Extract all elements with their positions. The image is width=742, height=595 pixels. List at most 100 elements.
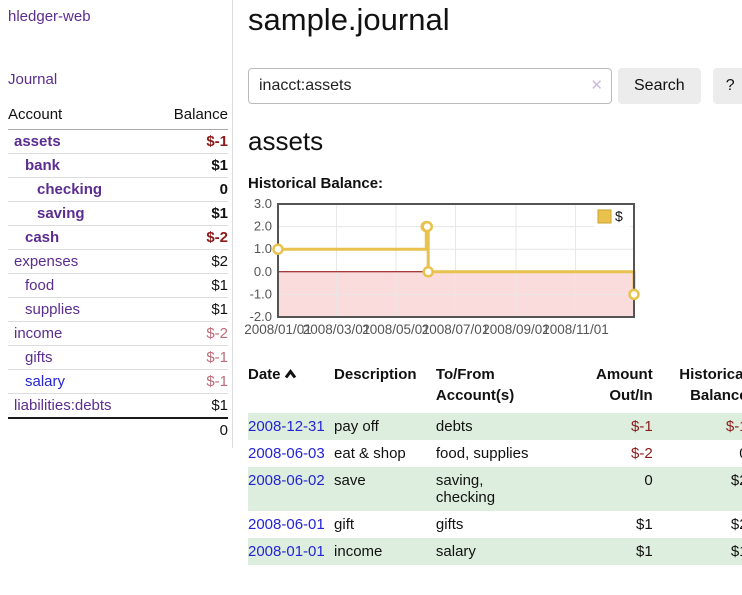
account-link-bank[interactable]: bank <box>25 157 61 174</box>
transaction-balance: $2 <box>730 516 742 534</box>
accounts-total-row: 0 <box>8 417 228 442</box>
account-link-expenses[interactable]: expenses <box>14 253 79 270</box>
transaction-date-link[interactable]: 2008-01-01 <box>248 543 325 561</box>
transaction-amount: 0 <box>644 472 653 490</box>
clear-search-icon[interactable]: ✕ <box>590 76 603 94</box>
account-row: income $-2 <box>8 321 228 346</box>
transaction-accounts: saving, checking <box>435 472 496 507</box>
account-row: gifts $-1 <box>8 345 228 370</box>
account-link-food[interactable]: food <box>25 277 55 294</box>
account-balance: $1 <box>152 201 228 226</box>
account-column-header: Account <box>8 102 153 130</box>
amount-column-header: Amount Out/In <box>596 365 653 405</box>
svg-text:1.0: 1.0 <box>254 241 272 256</box>
transaction-balance: $2 <box>730 472 742 490</box>
description-column-header: Description <box>334 365 417 383</box>
tofrom-column-header: To/From Account(s) <box>435 365 515 405</box>
svg-text:2008/09/01: 2008/09/01 <box>482 322 550 337</box>
register-row[interactable]: 2008-12-31 pay off debts $-1 $-1 <box>248 413 742 441</box>
account-link-saving[interactable]: saving <box>37 205 85 222</box>
svg-text:2008/11/01: 2008/11/01 <box>542 322 609 337</box>
transaction-date-link[interactable]: 2008-06-01 <box>248 516 325 534</box>
account-balance: $-2 <box>152 225 228 250</box>
account-balance: $-2 <box>152 321 228 346</box>
account-balance: $2 <box>152 249 228 274</box>
account-row: supplies $1 <box>8 297 228 322</box>
transaction-amount: $1 <box>636 543 653 561</box>
account-row: liabilities:debts $1 <box>8 393 228 418</box>
historical-balance-chart: $3.0 2.0 1.0 0.0 -1.0 -2.02008/01/012008/03/0… <box>244 196 640 337</box>
svg-text:2008/03/01: 2008/03/01 <box>303 322 371 337</box>
account-balance-table: Account Balance assets $-1 bank $1 check… <box>8 102 228 442</box>
account-link-supplies[interactable]: supplies <box>25 301 81 318</box>
balance-column-header: Historical Balance <box>679 365 742 405</box>
account-link-gifts[interactable]: gifts <box>25 349 53 366</box>
transaction-balance: $1 <box>730 543 742 561</box>
svg-text:3.0: 3.0 <box>254 196 272 211</box>
account-balance: $1 <box>152 153 228 178</box>
account-row: assets $-1 <box>8 130 228 154</box>
account-balance: $1 <box>152 273 228 298</box>
brand-link[interactable]: hledger-web <box>8 8 91 25</box>
account-balance: $-1 <box>152 345 228 370</box>
transaction-accounts: gifts <box>435 516 464 534</box>
svg-text:2008/05/01: 2008/05/01 <box>362 322 430 337</box>
account-link-income[interactable]: income <box>14 325 63 342</box>
transaction-description: save <box>334 472 366 490</box>
svg-text:0.0: 0.0 <box>254 263 272 278</box>
transaction-description: eat & shop <box>334 445 406 463</box>
search-button[interactable]: Search <box>618 67 701 104</box>
account-link-salary[interactable]: salary <box>25 373 66 390</box>
transaction-amount: $-1 <box>631 418 653 436</box>
transaction-date-link[interactable]: 2008-06-03 <box>248 445 325 463</box>
help-button[interactable]: ? <box>712 67 742 104</box>
account-row: food $1 <box>8 273 228 298</box>
svg-text:2.0: 2.0 <box>254 218 272 233</box>
date-column-header[interactable]: Date <box>248 362 334 414</box>
account-balance: $-1 <box>206 133 228 150</box>
main-content: sample.journal ✕ Search ? assets Histori… <box>233 0 742 595</box>
account-link-liabilities-debts[interactable]: liabilities:debts <box>14 397 112 414</box>
svg-text:2008/01/01: 2008/01/01 <box>244 322 312 337</box>
account-row: cash $-2 <box>8 225 228 250</box>
register-table: Date Description To/From Account(s) Amoun… <box>248 362 742 566</box>
register-row[interactable]: 2008-06-02 save saving, checking 0 $2 <box>248 467 742 512</box>
chart-title: Historical Balance: <box>248 174 384 192</box>
register-header-row: Date Description To/From Account(s) Amoun… <box>248 362 742 414</box>
search-input[interactable] <box>248 67 612 104</box>
transaction-date-link[interactable]: 2008-12-31 <box>248 418 325 436</box>
transaction-date-link[interactable]: 2008-06-02 <box>248 472 325 490</box>
transaction-description: pay off <box>334 418 379 436</box>
account-link-checking[interactable]: checking <box>37 181 103 198</box>
account-row: bank $1 <box>8 153 228 178</box>
account-row: checking 0 <box>8 177 228 202</box>
transaction-balance: $-1 <box>725 418 742 436</box>
transaction-description: gift <box>334 516 355 534</box>
account-table-header: Account Balance <box>8 102 228 130</box>
register-row[interactable]: 2008-01-01 income salary $1 $1 <box>248 538 742 566</box>
register-row[interactable]: 2008-06-01 gift gifts $1 $2 <box>248 511 742 538</box>
account-balance: $1 <box>152 297 228 322</box>
transaction-balance: 0 <box>653 440 742 467</box>
register-row[interactable]: 2008-06-03 eat & shop food, supplies $-2… <box>248 440 742 467</box>
sidebar: hledger-web Journal Account Balance asse… <box>0 0 233 448</box>
transaction-accounts: salary <box>435 543 476 561</box>
accounts-total: 0 <box>152 417 228 442</box>
transaction-accounts: debts <box>435 418 473 436</box>
transaction-description: income <box>334 543 383 561</box>
account-balance: $1 <box>152 393 228 418</box>
sidebar-item-journal[interactable]: Journal <box>8 71 58 88</box>
transaction-amount: $-2 <box>631 445 653 463</box>
svg-text:$: $ <box>615 208 623 224</box>
svg-text:-2.0: -2.0 <box>250 309 272 324</box>
account-row: salary $-1 <box>8 369 228 394</box>
account-link-cash[interactable]: cash <box>25 229 60 246</box>
transaction-accounts: food, supplies <box>435 445 529 463</box>
account-link-assets[interactable]: assets <box>14 133 61 150</box>
search-form: ✕ Search ? <box>248 67 742 104</box>
account-balance: 0 <box>152 177 228 202</box>
sort-asc-icon <box>284 368 296 379</box>
transaction-amount: $1 <box>636 516 653 534</box>
page-title: sample.journal <box>248 2 450 37</box>
